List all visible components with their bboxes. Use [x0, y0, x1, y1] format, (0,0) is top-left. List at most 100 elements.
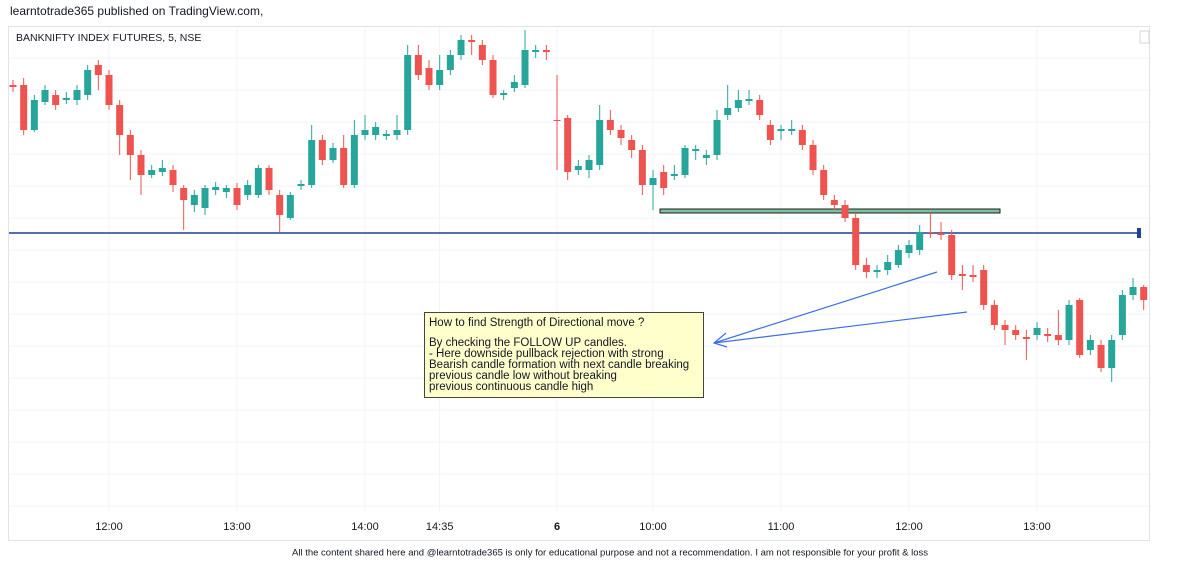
arrow-head	[712, 332, 728, 348]
candle-body	[1097, 345, 1105, 368]
candle-body	[148, 170, 156, 175]
annotation-line: How to find Strength of Directional move…	[429, 317, 644, 329]
candle-body	[201, 188, 209, 208]
candle-body	[948, 235, 956, 275]
candle-body	[873, 270, 881, 272]
candle-body	[1076, 300, 1084, 355]
candle-body	[894, 250, 902, 265]
candle-body	[382, 134, 390, 136]
candle-body	[1108, 340, 1116, 368]
candle-body	[862, 265, 870, 272]
candle-body	[745, 99, 753, 101]
candle-body	[1054, 335, 1062, 340]
candle-body	[372, 127, 380, 135]
candle-body	[1065, 305, 1073, 340]
candle-body	[318, 140, 326, 160]
candle-body	[212, 187, 220, 190]
candle-body	[638, 150, 646, 185]
annotation-line: By checking the FOLLOW UP candles.	[429, 337, 627, 349]
candle-body	[841, 205, 849, 218]
annotation-box	[424, 312, 704, 398]
level-handle	[1137, 228, 1141, 238]
arrows	[712, 271, 968, 348]
candle-body	[84, 70, 92, 95]
candle-body	[564, 118, 572, 172]
candle-body	[244, 185, 252, 195]
candle-body	[990, 305, 998, 325]
arrow	[713, 271, 938, 344]
x-tick-label: 14:00	[351, 521, 379, 533]
candle-body	[52, 95, 60, 105]
candle-body	[265, 168, 273, 190]
x-tick-label: 13:00	[223, 521, 251, 533]
candle-body	[62, 98, 70, 100]
annotation-line: previous candle low without breaking	[429, 370, 617, 382]
candle-body	[681, 148, 689, 175]
footer: All the content shared here and @learnto…	[292, 548, 928, 559]
candle-body	[73, 90, 81, 100]
candle-body	[734, 100, 742, 108]
candle-body	[158, 168, 166, 172]
candle-body	[41, 90, 49, 102]
candle-body	[105, 75, 113, 105]
candle-body	[297, 184, 305, 186]
candle-body	[414, 55, 422, 75]
candle-body	[724, 108, 732, 115]
candle-body	[30, 100, 38, 130]
candle-body	[233, 188, 241, 205]
candle-body	[713, 120, 721, 155]
candle-body	[926, 232, 934, 233]
candle-body	[1033, 328, 1041, 335]
candle-body	[190, 195, 198, 205]
candle-body	[308, 140, 316, 185]
x-tick-label: 11:00	[768, 521, 795, 533]
candle-body	[1129, 287, 1137, 295]
candle-body	[617, 130, 625, 138]
x-tick-label: 13:00	[1023, 521, 1051, 533]
plot-frame	[8, 26, 1150, 541]
candle-body	[670, 174, 678, 176]
candle-body	[916, 232, 924, 250]
candle-body	[766, 125, 774, 140]
candle-body	[20, 85, 28, 130]
candle-body	[969, 275, 977, 277]
candle-body	[809, 145, 817, 170]
candle-body	[276, 195, 284, 215]
candle-body	[9, 85, 17, 87]
candle-body	[905, 245, 913, 253]
candle-body	[606, 120, 614, 130]
candle-body	[1012, 330, 1020, 335]
candle-body	[574, 166, 582, 170]
candle-body	[958, 274, 966, 276]
candle-body	[820, 170, 828, 195]
candle-body	[937, 233, 945, 235]
candle-body	[478, 45, 486, 60]
candle-body	[1118, 295, 1126, 335]
candle-body	[436, 70, 444, 85]
candle-body	[361, 130, 369, 135]
candle-body	[446, 55, 454, 70]
candle-body	[585, 160, 593, 170]
candle-body	[116, 105, 124, 135]
candle-body	[222, 188, 230, 192]
candle-body	[393, 130, 401, 135]
annotation-line: previous continuous candle high	[429, 381, 593, 393]
candle-body	[425, 68, 433, 85]
x-tick-label: 6	[554, 521, 560, 533]
candle-body	[777, 129, 785, 131]
candle-body	[980, 270, 988, 305]
candle-body	[852, 218, 860, 265]
candle-body	[798, 130, 806, 145]
candle-body	[542, 50, 550, 52]
candle-body	[340, 148, 348, 185]
annotation-line: Bearish candle formation with next candl…	[429, 359, 689, 371]
candle-body	[457, 40, 465, 55]
candle-body	[830, 200, 838, 205]
candle-body	[649, 178, 657, 185]
arrow	[713, 311, 968, 344]
candle-body	[1140, 287, 1148, 300]
annotation-line: - Here downside pullback rejection with …	[429, 348, 664, 360]
icon	[1139, 30, 1150, 44]
